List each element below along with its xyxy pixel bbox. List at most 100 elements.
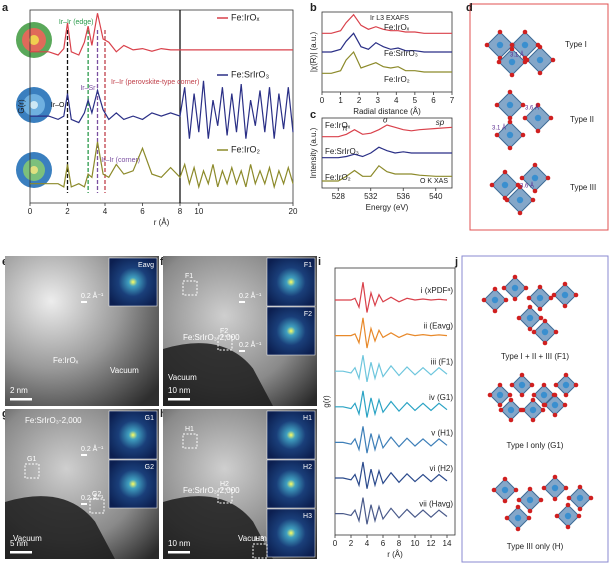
line-series <box>335 497 448 525</box>
scale-bar <box>10 398 32 401</box>
x-tick-label: 20 <box>289 207 298 216</box>
oxygen <box>527 486 533 492</box>
line-series <box>335 461 448 489</box>
legend-label: vi (H2) <box>429 464 453 473</box>
oxygen <box>492 286 498 292</box>
oxygen <box>553 329 559 335</box>
iridium <box>506 101 514 109</box>
inset-scale: 0.2 Å⁻¹ <box>81 444 104 453</box>
iridium <box>516 196 524 204</box>
legend-label: Fe:SrIrO₃ <box>325 147 359 156</box>
oxygen <box>551 292 557 298</box>
region-box <box>89 498 105 514</box>
oxygen <box>509 72 515 78</box>
oxygen <box>542 340 548 346</box>
line-series <box>322 146 452 159</box>
inset-label: H3 <box>303 513 312 520</box>
inset-scale-bar <box>81 301 87 303</box>
oxygen <box>507 392 513 398</box>
iridium <box>526 496 534 504</box>
oxygen <box>519 175 525 181</box>
panel-label: j <box>454 256 458 268</box>
region-label: G1 <box>27 456 36 463</box>
oxygen <box>565 524 571 530</box>
iridium <box>551 484 559 492</box>
oxygen <box>512 274 518 280</box>
spheres <box>16 22 52 188</box>
inset-label: F2 <box>304 311 312 318</box>
iridium <box>511 284 519 292</box>
oxygen <box>494 102 500 108</box>
oxygen <box>548 115 554 121</box>
iridium <box>531 174 539 182</box>
region-box <box>217 335 233 351</box>
oxygen <box>526 295 532 301</box>
oxygen <box>530 397 536 403</box>
oxygen <box>542 402 548 408</box>
legend-label: Fe:SrIrO₃ <box>384 49 418 58</box>
iridium <box>541 328 549 336</box>
iridium <box>501 486 509 494</box>
inset-scale-bar <box>81 454 87 456</box>
x-axis-title: r (Å) <box>154 218 170 227</box>
x-tick-label: 540 <box>429 192 443 201</box>
region-label: H2 <box>220 481 229 488</box>
inset-scale: 0.2 Å⁻¹ <box>239 340 262 349</box>
oxygen <box>562 402 568 408</box>
iridium <box>526 314 534 322</box>
oxygen <box>516 315 522 321</box>
region-label: Vacuum <box>238 534 267 543</box>
peak-label: Ir–Sr <box>80 85 96 92</box>
oxygen <box>530 417 536 423</box>
oxygen <box>535 128 541 134</box>
oxygen <box>520 132 526 138</box>
scale-bar <box>168 551 190 554</box>
legend-label: ii (Eavg) <box>424 322 454 331</box>
diffraction-inset <box>108 257 158 307</box>
oxygen <box>507 115 513 121</box>
iridium <box>536 56 544 64</box>
y-axis-title: g(r) <box>322 395 331 408</box>
panel-d-frame <box>469 3 609 231</box>
line-series <box>335 317 448 349</box>
x-tick-label: 12 <box>427 539 436 548</box>
plot-frame <box>334 267 456 536</box>
line-series <box>322 164 452 182</box>
oxygen <box>552 474 558 480</box>
distance-label: 3.1 Å <box>492 125 506 132</box>
legend-label: i (xPDFᵃ) <box>421 286 454 295</box>
oxygen <box>516 497 522 503</box>
iridium <box>576 494 584 502</box>
x-tick-label: 4 <box>394 96 399 105</box>
iridium <box>518 381 526 389</box>
diffraction-inset <box>266 459 316 509</box>
x-tick-label: 10 <box>194 207 203 216</box>
iridium <box>514 514 522 522</box>
diffraction-inset <box>266 410 316 460</box>
x-tick-label: 10 <box>411 539 420 548</box>
line-series <box>335 355 448 383</box>
legend-label: Fe:IrO₂ <box>325 173 351 182</box>
x-tick-label: 0 <box>333 539 338 548</box>
panel-label: f <box>160 256 164 268</box>
oxygen <box>577 484 583 490</box>
oxygen <box>540 407 546 413</box>
diffraction-inset <box>266 508 316 558</box>
inset-scale: 0.2 Å⁻¹ <box>81 493 104 502</box>
line-series <box>30 13 293 56</box>
panel-label: c <box>310 109 316 121</box>
line-series <box>30 141 294 190</box>
distance-label: 3.6 Å <box>520 183 534 190</box>
scale-label: 10 nm <box>168 539 191 548</box>
oxygen <box>535 102 541 108</box>
oxygen <box>526 515 532 521</box>
oxygen <box>576 513 582 519</box>
oxygen <box>562 303 568 309</box>
type-label: Type I + II + III (F1) <box>501 352 569 361</box>
inset-label: H2 <box>303 464 312 471</box>
iridium <box>496 41 504 49</box>
x-tick-label: 1 <box>338 96 343 105</box>
iridium <box>501 181 509 189</box>
type-label: Type III <box>570 183 596 192</box>
